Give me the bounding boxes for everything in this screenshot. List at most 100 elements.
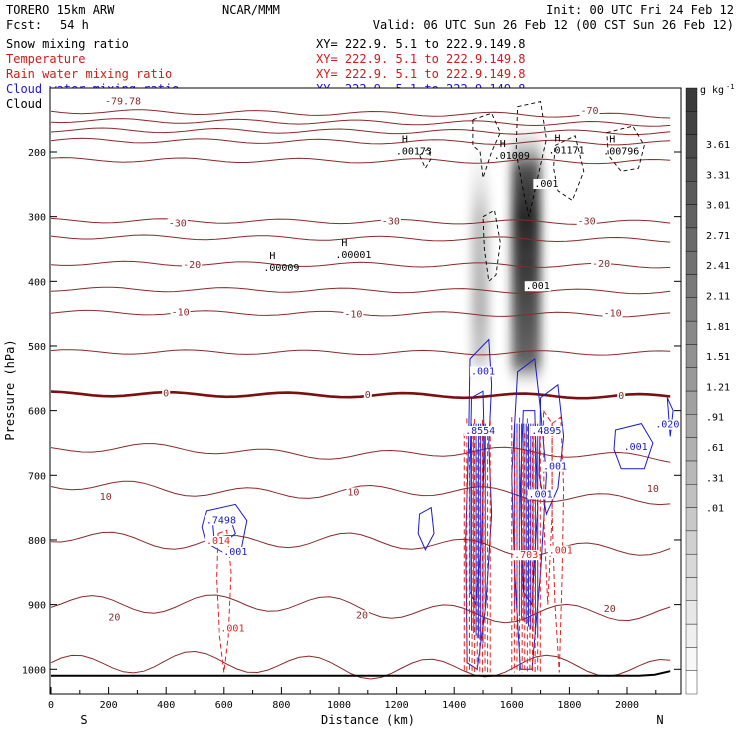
rain-label-3: .014 — [206, 536, 230, 547]
temp-label-6: -20 — [592, 259, 610, 270]
axes: 0 200 400 600 800 1000 1200 1400 1600 1800 2000200… — [22, 148, 681, 711]
colorbar-label-8: 1.21 — [706, 382, 730, 393]
x-end-right: N — [656, 713, 663, 727]
colorbar-unit-exp: -1 — [726, 83, 734, 91]
cloud-label-5: .7498 — [206, 515, 236, 526]
cloud-contour-3 — [519, 410, 539, 607]
cloud-label-8-bg — [654, 419, 681, 430]
terrain — [51, 670, 671, 677]
temperature-contours — [50, 109, 671, 680]
ice-label-0-bg — [533, 179, 560, 190]
cloud-label-6-bg — [464, 426, 497, 437]
cloud-label-1: .001 — [624, 442, 648, 453]
cloud-label-2: .001 — [543, 462, 567, 473]
colorbar-swatch — [685, 600, 698, 625]
temp-label-8-bg — [343, 309, 364, 320]
field-xy-1: XY= 222.9. 5.1 to 222.9.149.8 — [316, 52, 526, 66]
temp-contour-10 — [50, 480, 671, 506]
colorbar-swatch — [685, 87, 698, 112]
colorbar-label-3: 2.71 — [706, 231, 730, 242]
maximum-label-5: .00001 — [335, 250, 371, 261]
cloud-label-7-bg — [530, 426, 563, 437]
colorbar-swatch — [685, 577, 698, 601]
maximum-h-2: H — [555, 133, 561, 144]
colorbar-label-4: 2.41 — [706, 261, 730, 272]
maximum-label-4: .00009 — [263, 263, 299, 274]
temp-contour--20 — [50, 260, 671, 269]
temp-label-11-bg — [363, 389, 372, 400]
ice-contour-3 — [553, 135, 585, 202]
contour-labels: -70 -79.78 -30 -30 -30 -20 -20 -10 -10 -10 0 0 0 10 10… — [98, 96, 681, 634]
rain-label-1: .001 — [549, 546, 573, 557]
x-tick-label-200: 200 — [100, 700, 118, 711]
temp-label-16: 20 — [108, 612, 120, 623]
maximum-h-0: H — [402, 135, 408, 146]
colorbar-swatch — [685, 320, 698, 345]
x-tick-label-1200: 1200 — [385, 700, 409, 711]
rain-label-0-bg — [219, 623, 246, 634]
maximum-label-3: .00796 — [603, 147, 639, 158]
temp-label-18-bg — [602, 603, 617, 614]
y-tick-label-1000: 1000 — [22, 665, 46, 676]
colorbar-swatch — [685, 250, 698, 275]
snow-shading — [471, 119, 541, 392]
maximum-label-1: .01009 — [494, 151, 530, 162]
snow-column-1 — [511, 119, 541, 392]
temp-label-17: 20 — [356, 610, 368, 621]
temp-label-10: 0 — [163, 389, 169, 400]
temp-contour--40 — [50, 137, 671, 146]
colorbar-swatch — [685, 670, 698, 695]
maximum-h-4: H — [269, 251, 275, 262]
colorbar-label-2: 3.01 — [706, 201, 730, 212]
rain-label-2-bg — [513, 550, 540, 561]
temp-label-1: -79.78 — [105, 96, 141, 107]
x-end-left: S — [80, 713, 87, 727]
rain-label-1-bg — [547, 545, 574, 556]
temp-contour--30 — [50, 217, 671, 225]
snow-column-0 — [471, 126, 489, 385]
temp-label-5-bg — [182, 259, 203, 270]
field-xy-0: XY= 222.9. 5.1 to 222.9.149.8 — [316, 37, 526, 51]
temp-label-1-bg — [104, 96, 142, 107]
temp-label-9-bg — [602, 308, 623, 319]
y-tick-label-300: 300 — [28, 213, 46, 224]
colorbar-label-6: 1.81 — [706, 322, 730, 333]
x-tick-label-1000: 1000 — [327, 700, 351, 711]
maximum-h-5: H — [341, 238, 347, 249]
x-tick-label-0: 0 — [48, 700, 54, 711]
ice-contour-4 — [606, 125, 645, 172]
temp-label-5: -20 — [183, 260, 201, 271]
x-tick-label-1600: 1600 — [500, 700, 524, 711]
ice-label-1: .001 — [526, 281, 550, 292]
temp-contour-0 — [50, 390, 671, 400]
temp-label-13: 10 — [100, 492, 112, 503]
y-axis-title: Pressure (hPa) — [3, 339, 17, 440]
ice-label-1-bg — [524, 281, 551, 292]
temp-label-8: -10 — [344, 310, 362, 321]
y-tick-label-500: 500 — [28, 342, 46, 353]
x-tick-label-1800: 1800 — [557, 700, 581, 711]
colorbar-unit: g kg — [700, 85, 724, 96]
colorbar-swatch — [685, 274, 698, 298]
y-tick-label-600: 600 — [28, 407, 46, 418]
temp-label-11: 0 — [365, 390, 371, 401]
temp-label-4: -30 — [578, 217, 596, 228]
rain-contour-2 — [542, 408, 553, 605]
colorbar-label-5: 2.11 — [706, 292, 730, 303]
temp-label-13-bg — [98, 491, 113, 502]
ice-contour-2 — [515, 101, 547, 217]
temp-label-2-bg — [167, 218, 188, 229]
temp-label-2: -30 — [169, 218, 187, 229]
cloud-contour-4 — [538, 383, 565, 516]
temp-label-3: -30 — [382, 217, 400, 228]
cloud-label-8: .020 — [655, 420, 679, 431]
field-name-2: Rain water mixing ratio — [6, 67, 172, 81]
colorbar-swatch — [685, 134, 698, 159]
temp-label-0-bg — [579, 105, 600, 116]
y-tick-label-700: 700 — [28, 471, 46, 482]
y-tick-label-900: 900 — [28, 601, 46, 612]
field-name-0: Snow mixing ratio — [6, 37, 129, 51]
ice-contour-5 — [419, 148, 432, 170]
temp-label-12-bg — [617, 391, 626, 402]
colorbar-swatch — [685, 157, 698, 182]
